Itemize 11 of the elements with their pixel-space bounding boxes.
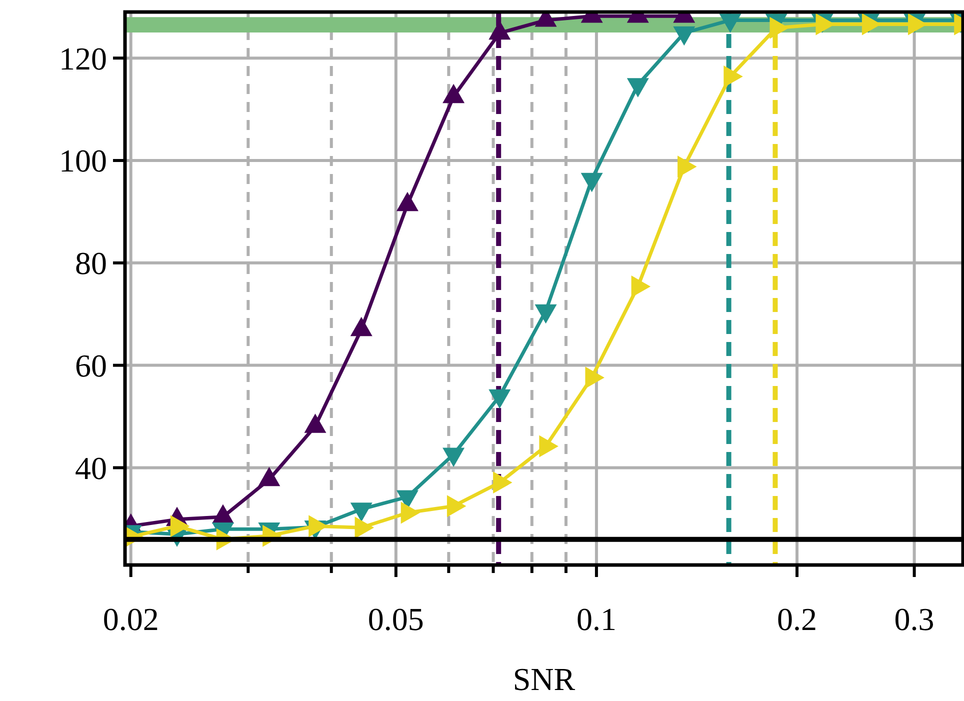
y-tick-label: 60 [75, 348, 107, 384]
y-tick-label: 120 [59, 40, 107, 76]
y-tick-label: 40 [75, 450, 107, 486]
x-tick-label: 0.3 [894, 601, 934, 637]
x-tick-label: 0.05 [368, 601, 424, 637]
y-tick-label: 80 [75, 245, 107, 282]
x-tick-label: 0.02 [102, 601, 159, 637]
y-tick-label: 100 [59, 142, 107, 179]
x-tick-label: 0.1 [576, 601, 616, 637]
x-tick-label: 0.2 [776, 601, 817, 637]
x-axis-title: SNR [512, 661, 576, 697]
